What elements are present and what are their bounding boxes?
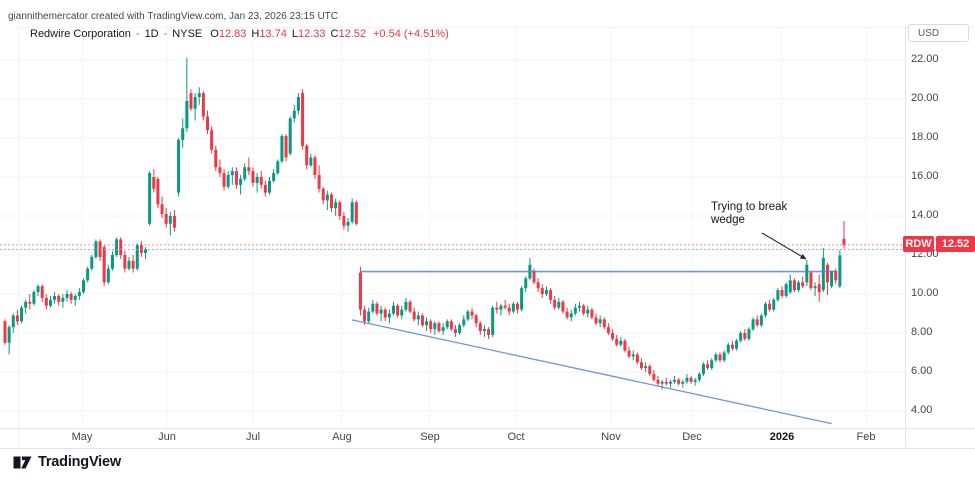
last-price-label: RDW 12.52 <box>903 236 975 252</box>
time-tick-label: Dec <box>682 431 702 443</box>
symbol-interval[interactable]: 1D <box>144 28 159 40</box>
price-tick-label: 18.00 <box>911 131 939 143</box>
annotation-arrow <box>761 232 807 260</box>
low-label: L <box>291 28 298 40</box>
legend-separator: - <box>135 28 140 40</box>
time-tick-label: May <box>71 431 93 443</box>
wedge-bottom-trendline <box>352 319 832 425</box>
time-tick-label: Oct <box>507 431 525 443</box>
close-value: 12.52 <box>338 28 366 40</box>
price-tick-label: 4.00 <box>911 404 933 416</box>
symbol-legend[interactable]: Redwire Corporation - 1D - NYSE O 12.83 … <box>30 28 449 40</box>
open-label: O <box>210 28 219 40</box>
time-tick-label: Nov <box>601 431 621 443</box>
time-tick-label: 2026 <box>769 431 795 443</box>
price-label-value: 12.52 <box>936 236 975 252</box>
price-tick-label: 16.00 <box>911 170 939 182</box>
price-tick-label: 6.00 <box>911 365 933 377</box>
tradingview-logo-icon <box>13 456 32 469</box>
high-label: H <box>251 28 260 40</box>
tradingview-logo[interactable]: TradingView <box>13 454 121 470</box>
time-tick-label: Aug <box>332 431 352 443</box>
tradingview-logo-text: TradingView <box>38 454 121 470</box>
time-tick-label: Feb <box>856 431 876 443</box>
price-tick-label: 20.00 <box>911 92 939 104</box>
high-value: 13.74 <box>259 28 287 40</box>
symbol-exchange: NYSE <box>172 28 203 40</box>
price-tick-label: 10.00 <box>911 287 939 299</box>
change-value: +0.54 (+4.51%) <box>372 28 449 40</box>
candles <box>3 58 846 390</box>
annotation-line-1: Trying to break <box>711 201 788 213</box>
legend-separator2: - <box>163 28 168 40</box>
price-tick-label: 22.00 <box>911 53 939 65</box>
price-tick-label: 8.00 <box>911 326 933 338</box>
currency-selector[interactable]: USD <box>908 24 969 42</box>
price-label-symbol: RDW <box>903 236 934 252</box>
attribution-text: giannithemercator created with TradingVi… <box>8 11 338 22</box>
time-tick-label: Sep <box>420 431 440 443</box>
symbol-title: Redwire Corporation <box>30 28 131 40</box>
annotation-line-2: wedge <box>711 214 745 227</box>
price-tick-label: 14.00 <box>911 209 939 221</box>
time-tick-label: Jun <box>158 431 176 443</box>
close-label: C <box>330 28 339 40</box>
open-value: 12.83 <box>218 28 247 40</box>
wedge-annotation[interactable]: Trying to break wedge <box>711 201 787 228</box>
time-tick-label: Jul <box>245 431 261 443</box>
low-value: 12.33 <box>297 28 326 40</box>
